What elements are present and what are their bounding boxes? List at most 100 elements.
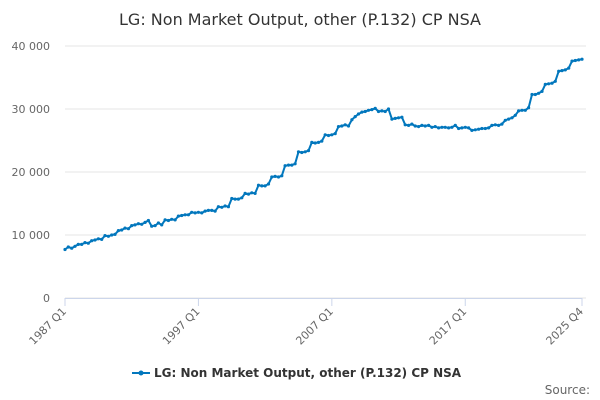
- data-point: [223, 204, 227, 208]
- data-point: [386, 107, 391, 111]
- data-point: [110, 233, 114, 237]
- data-point: [196, 210, 200, 214]
- data-point: [410, 122, 414, 126]
- data-point: [206, 208, 210, 212]
- data-point: [480, 126, 484, 131]
- data-point: [433, 125, 437, 129]
- data-point: [423, 124, 427, 128]
- data-point: [580, 57, 584, 61]
- data-point: [203, 209, 207, 213]
- data-point: [413, 124, 417, 128]
- data-point: [430, 125, 434, 129]
- data-point: [133, 223, 137, 227]
- data-point: [303, 150, 307, 154]
- data-point: [420, 123, 424, 127]
- data-point: [126, 227, 130, 231]
- data-point: [116, 229, 120, 233]
- data-point: [73, 244, 77, 248]
- data-point: [503, 118, 507, 122]
- data-point: [440, 125, 444, 129]
- data-point: [513, 113, 517, 117]
- data-point: [510, 116, 514, 120]
- data-point: [336, 125, 341, 129]
- data-point: [383, 109, 387, 114]
- source-label: Source:: [545, 383, 590, 397]
- data-point: [427, 123, 431, 127]
- data-point: [233, 197, 237, 201]
- x-tick-label: 2017 Q1: [427, 305, 470, 348]
- data-point: [220, 205, 224, 209]
- data-point: [146, 218, 150, 223]
- data-point: [340, 124, 344, 128]
- data-point: [253, 191, 257, 195]
- data-point: [163, 218, 167, 222]
- data-point: [537, 91, 541, 95]
- x-tick-label: 2025 Q4: [544, 305, 587, 348]
- data-point: [527, 106, 531, 110]
- data-point: [86, 241, 90, 245]
- data-point: [530, 92, 534, 97]
- data-point: [226, 205, 230, 209]
- legend[interactable]: LG: Non Market Output, other (P.132) CP …: [132, 366, 462, 380]
- data-point: [106, 234, 110, 238]
- data-point: [156, 221, 160, 225]
- series-line: [64, 58, 583, 251]
- data-point: [470, 128, 474, 132]
- data-point: [353, 115, 357, 119]
- data-point: [557, 69, 561, 73]
- data-point: [100, 237, 104, 241]
- data-point: [113, 232, 117, 236]
- data-point: [370, 108, 374, 112]
- data-point: [403, 123, 407, 127]
- data-point: [260, 184, 264, 188]
- data-point: [450, 125, 454, 129]
- y-tick-label: 0: [43, 292, 50, 305]
- data-point: [373, 106, 377, 110]
- data-point: [306, 149, 311, 153]
- y-tick-label: 10 000: [12, 229, 51, 242]
- data-point: [180, 213, 184, 218]
- data-point: [316, 140, 321, 144]
- data-point: [120, 228, 124, 232]
- data-point: [150, 224, 154, 228]
- data-point: [493, 123, 497, 127]
- x-tick-label: 1987 Q1: [27, 305, 70, 348]
- data-point: [350, 118, 354, 122]
- data-point: [263, 184, 267, 188]
- series-layer: [63, 57, 584, 252]
- data-point: [83, 241, 87, 245]
- x-tick-label: 2007 Q1: [293, 305, 336, 348]
- data-point: [550, 81, 554, 85]
- data-point: [393, 116, 397, 120]
- data-point: [473, 128, 477, 132]
- data-point: [577, 58, 581, 62]
- data-point: [280, 174, 284, 178]
- data-point: [240, 196, 244, 200]
- data-point: [543, 82, 547, 86]
- data-point: [123, 226, 127, 230]
- data-point: [390, 117, 394, 121]
- y-axis: 0 10 000 20 000 30 000 40 000: [12, 40, 51, 305]
- data-point: [130, 224, 134, 228]
- data-point: [517, 109, 521, 113]
- data-point: [216, 205, 220, 209]
- data-point: [547, 82, 551, 86]
- data-point: [63, 247, 67, 252]
- data-point: [400, 115, 404, 119]
- data-point: [236, 197, 240, 201]
- data-point: [467, 126, 471, 130]
- data-point: [273, 174, 277, 178]
- data-point: [270, 175, 274, 179]
- data-point: [70, 246, 74, 250]
- data-point: [153, 224, 157, 228]
- data-point: [570, 59, 574, 63]
- data-point: [417, 125, 421, 129]
- data-point: [523, 108, 527, 112]
- data-point: [553, 79, 557, 83]
- data-point: [300, 150, 304, 155]
- data-point: [286, 163, 291, 167]
- data-point: [90, 239, 94, 243]
- data-point: [346, 124, 351, 128]
- data-point: [437, 126, 441, 130]
